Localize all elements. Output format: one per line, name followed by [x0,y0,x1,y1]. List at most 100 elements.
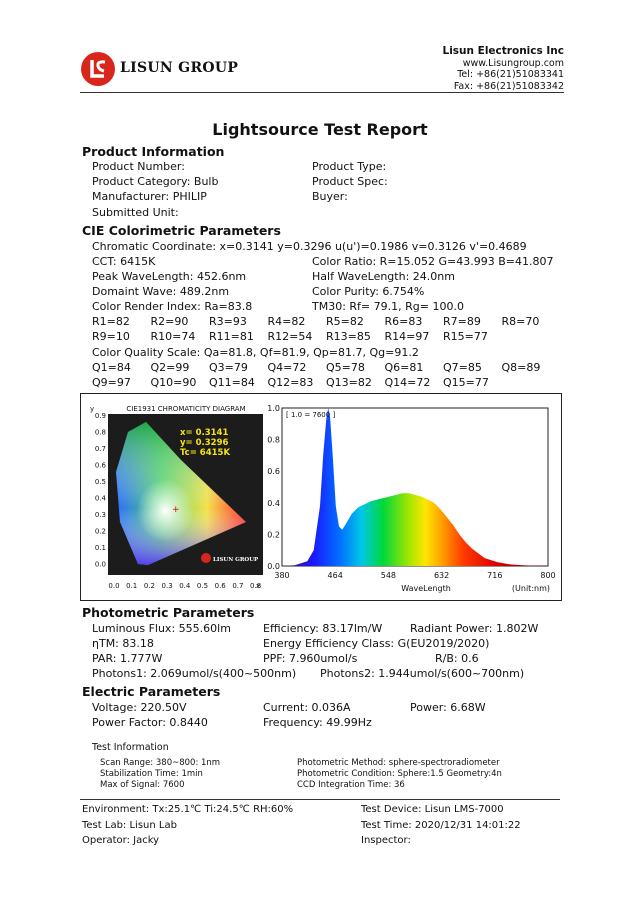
index-value: Q10=90 [150,376,197,389]
index-value: Q9=97 [92,376,131,389]
cie-y-tick-label: 0.2 [95,528,106,536]
tm30: TM30: Rf= 79.1, Rg= 100.0 [312,300,464,313]
index-value: Q2=99 [150,361,190,374]
manufacturer: Manufacturer: PHILIP [92,190,207,203]
voltage: Voltage: 220.50V [92,701,187,714]
index-value: Q1=84 [92,361,131,374]
spectrum-x-tick-label: 464 [328,571,343,580]
spectrum-x-tick-label: 632 [434,571,449,580]
power: Power: 6.68W [410,701,486,714]
spectrum-x-tick-label: 716 [487,571,502,580]
color-quality-scale: Color Quality Scale: Qa=81.8, Qf=81.9, Q… [92,346,419,359]
half-wavelength: Half WaveLength: 24.0nm [312,270,455,283]
cie-diagram: + CIE1931 CHROMATICITY DIAGRAM x= 0.3141… [86,402,266,592]
cie-x-tick-label: 0.5 [197,582,208,590]
test-device: Test Device: Lisun LMS-7000 [361,804,504,815]
efficiency: Efficiency: 83.17lm/W [263,622,383,635]
spectrum-y-tick-label: 1.0 [267,404,280,413]
index-value: Q11=84 [209,376,255,389]
index-value: Q8=89 [501,361,541,374]
cie-y-tick-label: 0.0 [95,561,106,569]
frequency: Frequency: 49.99Hz [263,716,372,729]
chromatic-coordinate: Chromatic Coordinate: x=0.3141 y=0.3296 … [92,240,527,253]
company-tel: Tel: +86(21)51083341 [457,69,564,80]
index-value: R10=74 [150,330,196,343]
cie-y-tick-label: 0.5 [95,478,106,486]
cie-y-tick-label: 0.3 [95,511,106,519]
operator: Operator: Jacky [82,835,160,846]
header-divider [80,92,564,93]
spectrum-x-tick-label: 548 [381,571,396,580]
spectrum-y-tick-label: 0.6 [267,467,280,476]
radiant-power: Radiant Power: 1.802W [410,622,539,635]
index-value: R1=82 [92,315,130,328]
product-heading: Product Information [82,144,225,159]
cie-y-tick-label: 0.6 [95,462,107,470]
ppf: PPF: 7.960umol/s [263,652,358,665]
test-time: Test Time: 2020/12/31 14:01:22 [361,820,521,831]
index-value: Q12=83 [267,376,314,389]
product-type: Product Type: [312,160,387,173]
cie-x-tick-label: 0.4 [179,582,191,590]
lisun-logo-icon [81,52,115,86]
photometric-condition: Photometric Condition: Sphere:1.5 Geomet… [297,769,502,779]
index-value: Q15=77 [443,376,489,389]
color-purity: Color Purity: 6.754% [312,285,425,298]
index-value: Q3=79 [209,361,248,374]
cie-x-ticks: 0.0 0.1 0.2 0.3 0.4 0.5 0.6 0.7 0.8 [108,582,261,590]
index-value: Q14=72 [384,376,431,389]
product-spec: Product Spec: [312,175,388,188]
spectrum-x-tick-label: 380 [274,571,289,580]
index-value: Q5=78 [326,361,365,374]
index-value: R14=97 [384,330,430,343]
peak-wavelength: Peak WaveLength: 452.6nm [92,270,247,283]
cie-logo-icon [201,553,211,563]
photons2: Photons2: 1.944umol/s(600~700nm) [320,667,525,680]
dominant-wave: Domaint Wave: 489.2nm [92,285,230,298]
cie-diagram-svg: + CIE1931 CHROMATICITY DIAGRAM x= 0.3141… [90,405,263,590]
index-value: R12=54 [267,330,313,343]
cie-heading: CIE Colorimetric Parameters [82,223,281,238]
index-value: R7=89 [443,315,481,328]
spectrum-x-ticks: 380 464 548 632 716 800 [274,571,555,580]
footer-divider [80,799,560,800]
test-lab: Test Lab: Lisun Lab [82,820,177,831]
cie-readout-x: x= 0.3141 [180,428,228,438]
cie-y-tick-label: 0.1 [95,544,106,552]
cie-x-tick-label: 0.1 [126,582,137,590]
photometric-heading: Photometric Parameters [82,605,255,620]
index-value: R9=10 [92,330,130,343]
stabilization-time: Stabilization Time: 1min [100,769,203,779]
index-value: Q4=72 [267,361,307,374]
company-info: Lisun Electronics Inc www.Lisungroup.com… [442,45,564,92]
buyer: Buyer: [312,190,348,203]
cie-y-tick-label: 0.9 [95,412,106,420]
rb-ratio: R/B: 0.6 [435,652,479,665]
index-value: R15=77 [443,330,488,343]
par: PAR: 1.777W [92,652,163,665]
ccd-integration-time: CCD Integration Time: 36 [297,780,405,790]
index-value: R3=93 [209,315,247,328]
cie-x-tick-label: 0.3 [162,582,173,590]
cie-x-axis-label: x [256,582,260,590]
product-category: Product Category: Bulb [92,175,219,188]
test-info-heading: Test Information [92,742,169,753]
photometric-method: Photometric Method: sphere-spectroradiom… [297,758,500,768]
index-value: Q6=81 [384,361,424,374]
current: Current: 0.036A [263,701,351,714]
cie-x-tick-label: 0.6 [215,582,227,590]
white-point-marker: + [172,505,180,515]
report-title: Lightsource Test Report [212,120,428,139]
cie-x-tick-label: 0.2 [144,582,155,590]
index-value: R4=82 [267,315,306,328]
index-value: R13=85 [326,330,371,343]
environment: Environment: Tx:25.1℃ Ti:24.5℃ RH:60% [82,804,294,815]
photons1: Photons1: 2.069umol/s(400~500nm) [92,667,297,680]
spectrum-unit: (Unit:nm) [512,584,550,593]
spectrum-y-tick-label: 0.8 [267,436,280,445]
cie-y-axis-label: y [90,405,94,413]
company-website: www.Lisungroup.com [462,57,564,69]
index-value: R8=70 [501,315,540,328]
company-name: Lisun Electronics Inc [442,45,564,57]
index-value: Q13=82 [326,376,372,389]
